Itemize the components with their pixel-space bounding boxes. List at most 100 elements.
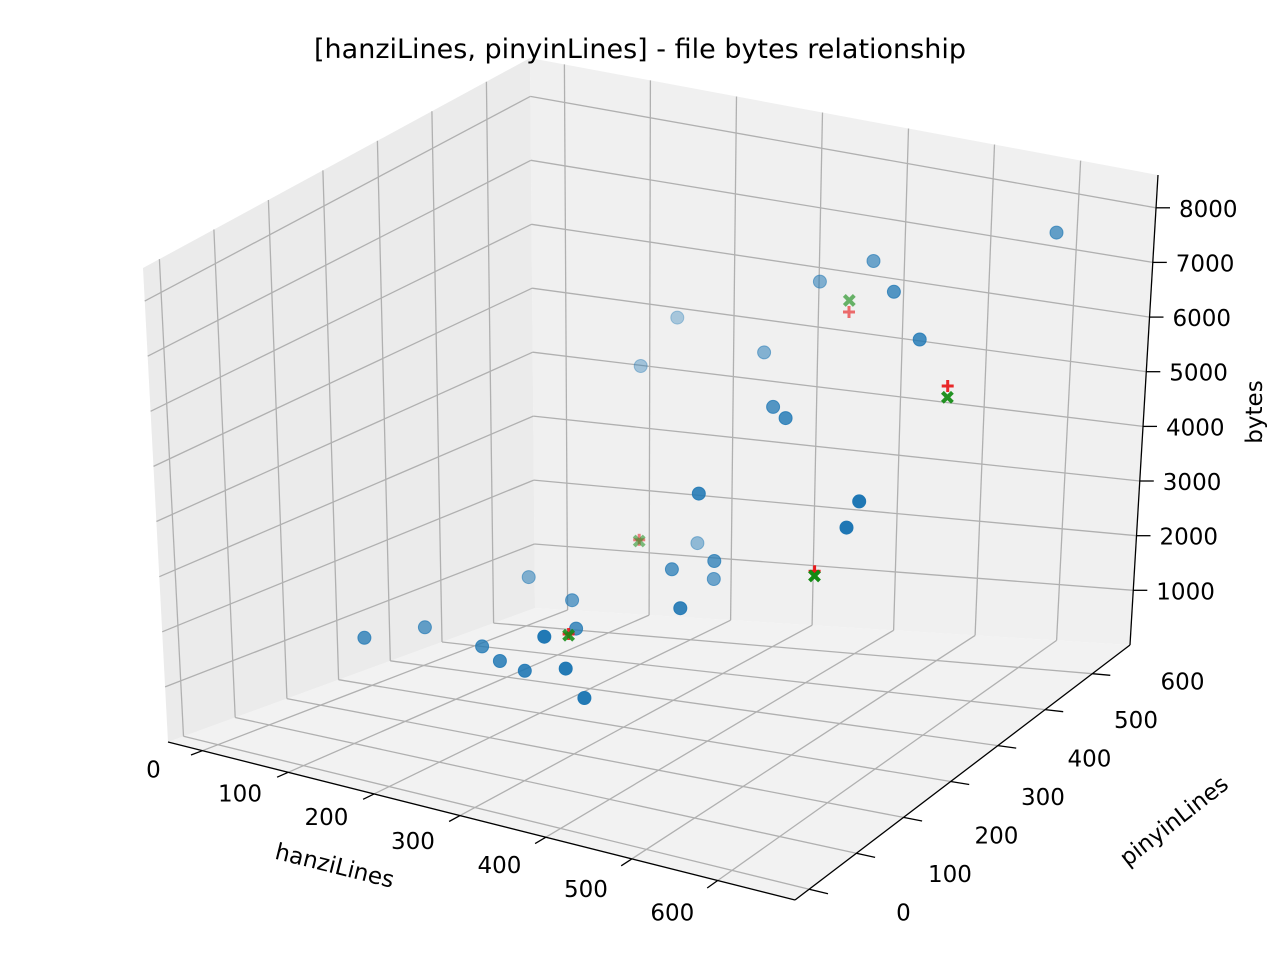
y-gridline-side	[322, 170, 340, 680]
data-point	[417, 620, 432, 635]
y-gridline-side	[267, 199, 288, 699]
y-tick-label: 400	[1067, 746, 1111, 772]
cross-marker	[940, 390, 954, 404]
z-gridline-side	[147, 159, 532, 357]
data-point	[475, 639, 490, 654]
z-gridline-back	[534, 543, 1134, 591]
y-tick	[903, 816, 923, 822]
x-gridline-back	[563, 64, 569, 611]
chart-points	[357, 225, 1064, 705]
y-gridline-floor	[183, 735, 810, 890]
y-tick	[950, 780, 970, 786]
x-gridline-floor	[717, 639, 1057, 882]
x-axis-label: hanziLines	[272, 839, 396, 894]
y-tick-label: 100	[928, 862, 972, 888]
data-point	[690, 536, 705, 551]
y-tick-label: 500	[1114, 708, 1158, 734]
z-gridline-back	[533, 479, 1137, 537]
x-gridline-back	[974, 144, 996, 636]
y-tick-label: 600	[1161, 669, 1205, 695]
data-point	[766, 399, 781, 414]
cross-marker-b	[632, 534, 646, 548]
z-axis-label: bytes	[1242, 380, 1268, 443]
chart-panes	[143, 58, 1158, 900]
x-tick	[190, 750, 203, 756]
y-gridline-floor	[441, 641, 1046, 711]
y-tick-label: 300	[1021, 785, 1065, 811]
z-gridline-back	[530, 159, 1153, 264]
data-point	[558, 661, 573, 676]
data-point	[670, 310, 685, 325]
x-gridline-floor	[287, 614, 650, 773]
chart-title: [hanziLines, pinyinLines] - file bytes r…	[314, 34, 966, 65]
cross-marker	[632, 534, 646, 548]
x-gridline-back	[811, 112, 824, 626]
x-axis-line	[167, 741, 796, 901]
y-gridline-side	[158, 259, 185, 737]
x-tick-label: 200	[304, 805, 348, 831]
x-gridline-floor	[373, 619, 731, 795]
data-point	[633, 359, 648, 373]
y-gridline-floor	[493, 622, 1093, 675]
x-tick-label: 0	[146, 758, 161, 784]
x-gridline-back	[648, 80, 652, 616]
floor-pane	[168, 608, 1130, 900]
cross-marker	[562, 628, 576, 642]
x-gridline-floor	[459, 624, 813, 817]
z-gridline-side	[164, 543, 535, 688]
y-gridline-side	[431, 111, 443, 643]
data-point	[812, 274, 827, 289]
chart-grid	[144, 64, 1157, 890]
x-tick-label: 400	[477, 853, 521, 879]
x-tick	[620, 858, 633, 867]
plus-marker	[941, 380, 954, 392]
z-gridline-side	[144, 95, 531, 302]
z-gridline-back	[531, 223, 1150, 318]
data-point	[886, 284, 901, 299]
x-gridline-floor	[202, 609, 568, 752]
z-gridline-back	[532, 287, 1147, 373]
data-point	[706, 572, 721, 586]
x-tick	[706, 879, 719, 889]
data-point	[664, 562, 679, 577]
side-pane	[143, 58, 535, 742]
z-tick-label: 7000	[1176, 251, 1235, 277]
y-gridline-floor	[390, 660, 998, 747]
data-point	[839, 520, 854, 535]
data-point	[577, 691, 592, 705]
y-tick	[1092, 673, 1111, 676]
data-point	[673, 601, 688, 616]
data-point	[521, 570, 536, 585]
x-gridline-floor	[631, 634, 976, 860]
data-point	[852, 494, 867, 509]
y-gridline-floor	[235, 716, 857, 854]
y-tick	[809, 888, 829, 895]
y-tick	[856, 852, 876, 859]
y-tick	[1045, 708, 1064, 713]
cross-marker-b	[940, 390, 954, 404]
data-point	[778, 411, 793, 426]
z-gridline-side	[150, 223, 532, 412]
z-gridline-back	[532, 351, 1144, 428]
z-gridline-side	[161, 479, 535, 633]
y-gridline-floor	[286, 697, 904, 819]
z-gridline-back	[533, 415, 1140, 482]
z-tick-label: 5000	[1169, 361, 1228, 387]
data-point	[517, 663, 532, 678]
data-point	[1049, 225, 1064, 240]
data-point	[492, 654, 507, 668]
z-tick-label: 6000	[1173, 306, 1232, 332]
cross-marker-b	[842, 293, 856, 307]
z-tick-label: 2000	[1160, 525, 1219, 551]
x-tick-label: 300	[391, 829, 435, 855]
y-tick	[997, 744, 1017, 749]
data-point	[691, 486, 706, 501]
y-tick-label: 0	[896, 900, 911, 926]
x-tick	[276, 771, 289, 778]
cross-marker	[842, 293, 856, 307]
x-tick	[534, 836, 547, 845]
x-tick-label: 600	[650, 901, 694, 927]
y-tick-label: 200	[974, 823, 1018, 849]
